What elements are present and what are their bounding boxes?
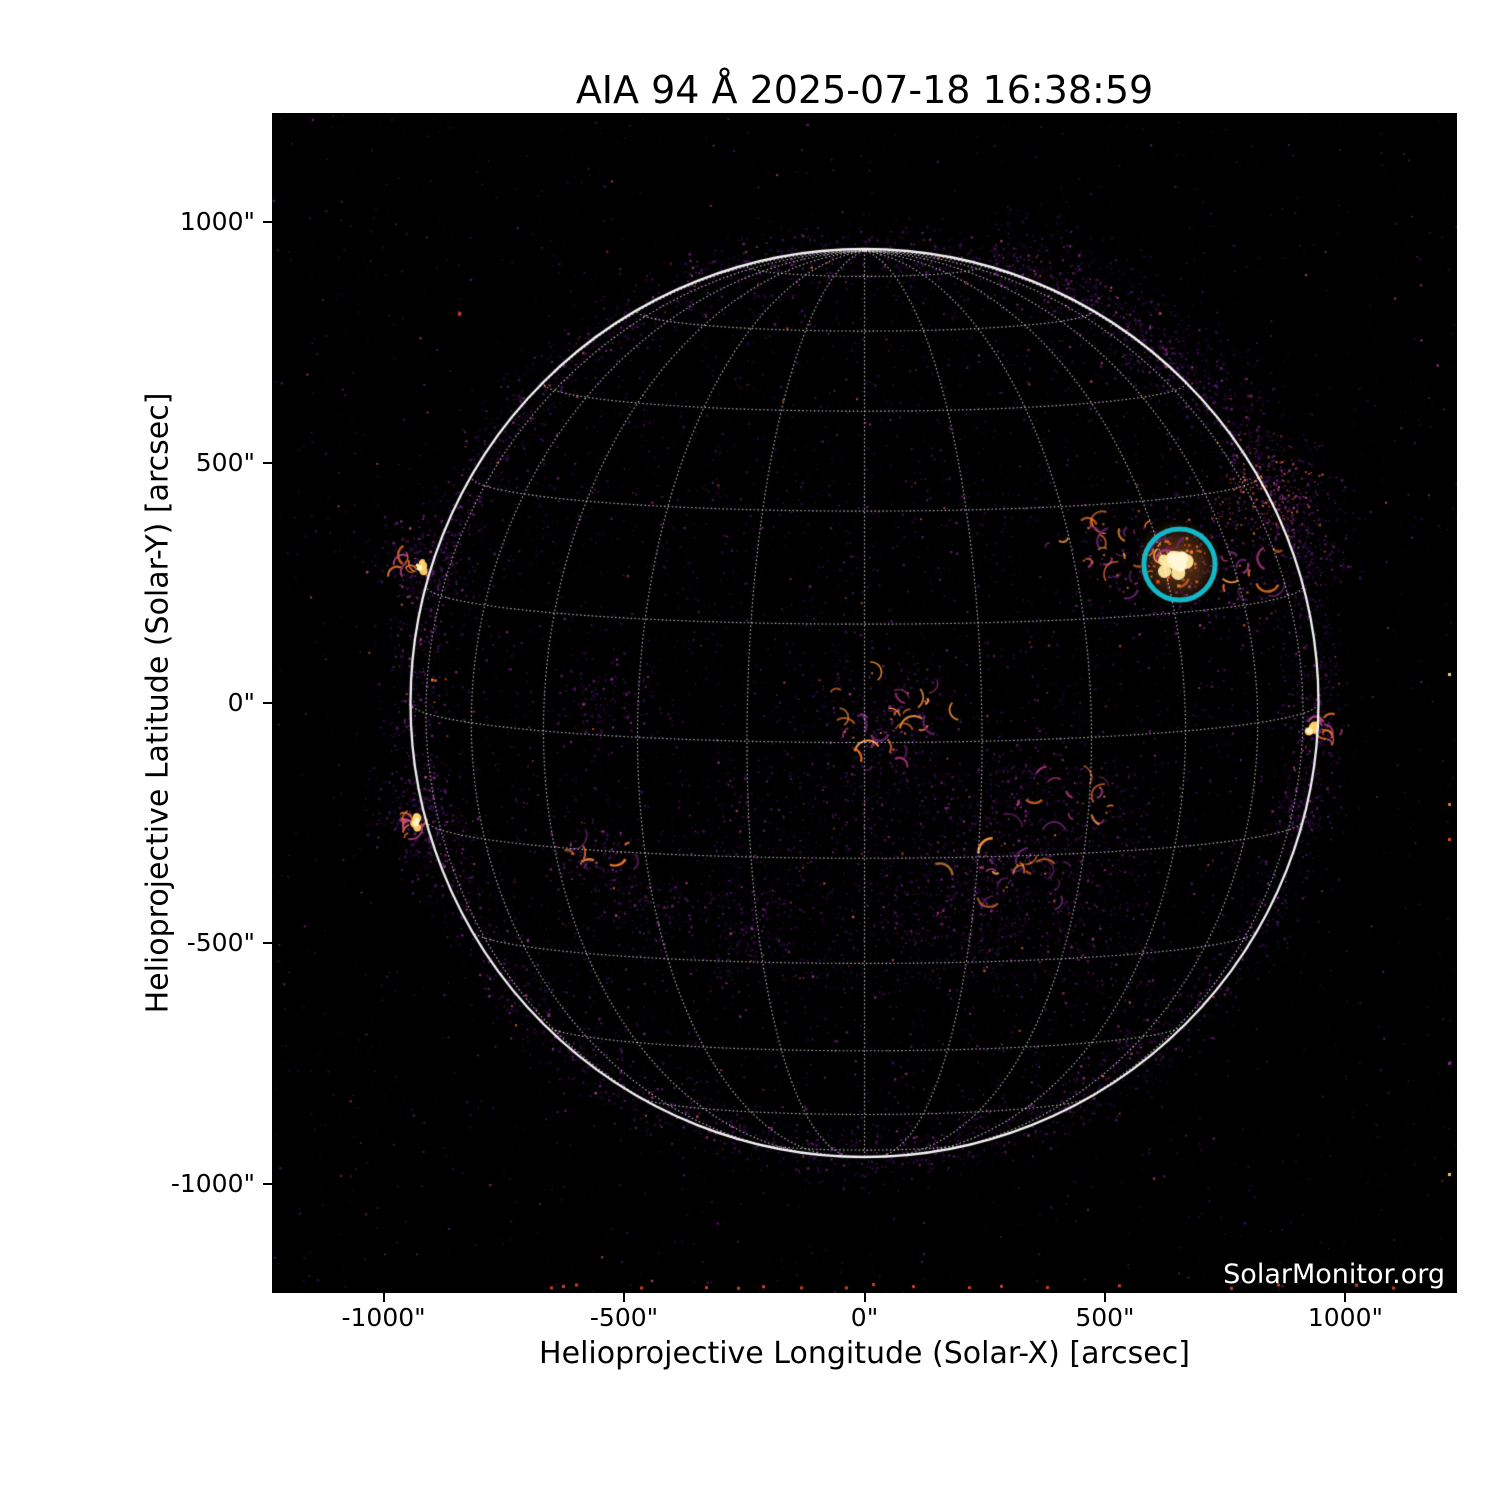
chart-title: AIA 94 Å 2025-07-18 16:38:59 bbox=[575, 68, 1154, 112]
x-tick-mark bbox=[382, 1293, 385, 1302]
x-tick-label: 500" bbox=[1075, 1303, 1135, 1332]
x-tick-mark bbox=[623, 1293, 626, 1302]
y-axis-label: Helioprojective Latitude (Solar-Y) [arcs… bbox=[140, 392, 176, 1014]
x-tick-label: 0" bbox=[850, 1303, 879, 1332]
y-tick-mark bbox=[263, 1182, 272, 1185]
x-tick-label: 1000" bbox=[1307, 1303, 1383, 1332]
watermark: SolarMonitor.org bbox=[1223, 1259, 1445, 1290]
y-tick-label: 1000" bbox=[179, 207, 255, 237]
x-tick-mark bbox=[863, 1293, 866, 1302]
x-axis-label: Helioprojective Longitude (Solar-X) [arc… bbox=[539, 1336, 1190, 1371]
y-tick-mark bbox=[263, 942, 272, 945]
y-tick-label: 0" bbox=[227, 688, 255, 717]
y-tick-mark bbox=[263, 461, 272, 464]
solar-disk-image bbox=[272, 113, 1457, 1293]
y-tick-label: -500" bbox=[186, 928, 255, 958]
x-tick-label: -1000" bbox=[341, 1303, 426, 1332]
y-tick-mark bbox=[263, 702, 272, 704]
y-tick-label: 500" bbox=[195, 447, 255, 477]
x-tick-mark bbox=[1103, 1293, 1106, 1302]
x-tick-label: -500" bbox=[589, 1303, 659, 1332]
y-tick-label: -1000" bbox=[170, 1168, 255, 1198]
x-tick-mark bbox=[1344, 1293, 1347, 1302]
y-tick-mark bbox=[263, 221, 272, 224]
plot-area: SolarMonitor.org bbox=[272, 113, 1457, 1293]
